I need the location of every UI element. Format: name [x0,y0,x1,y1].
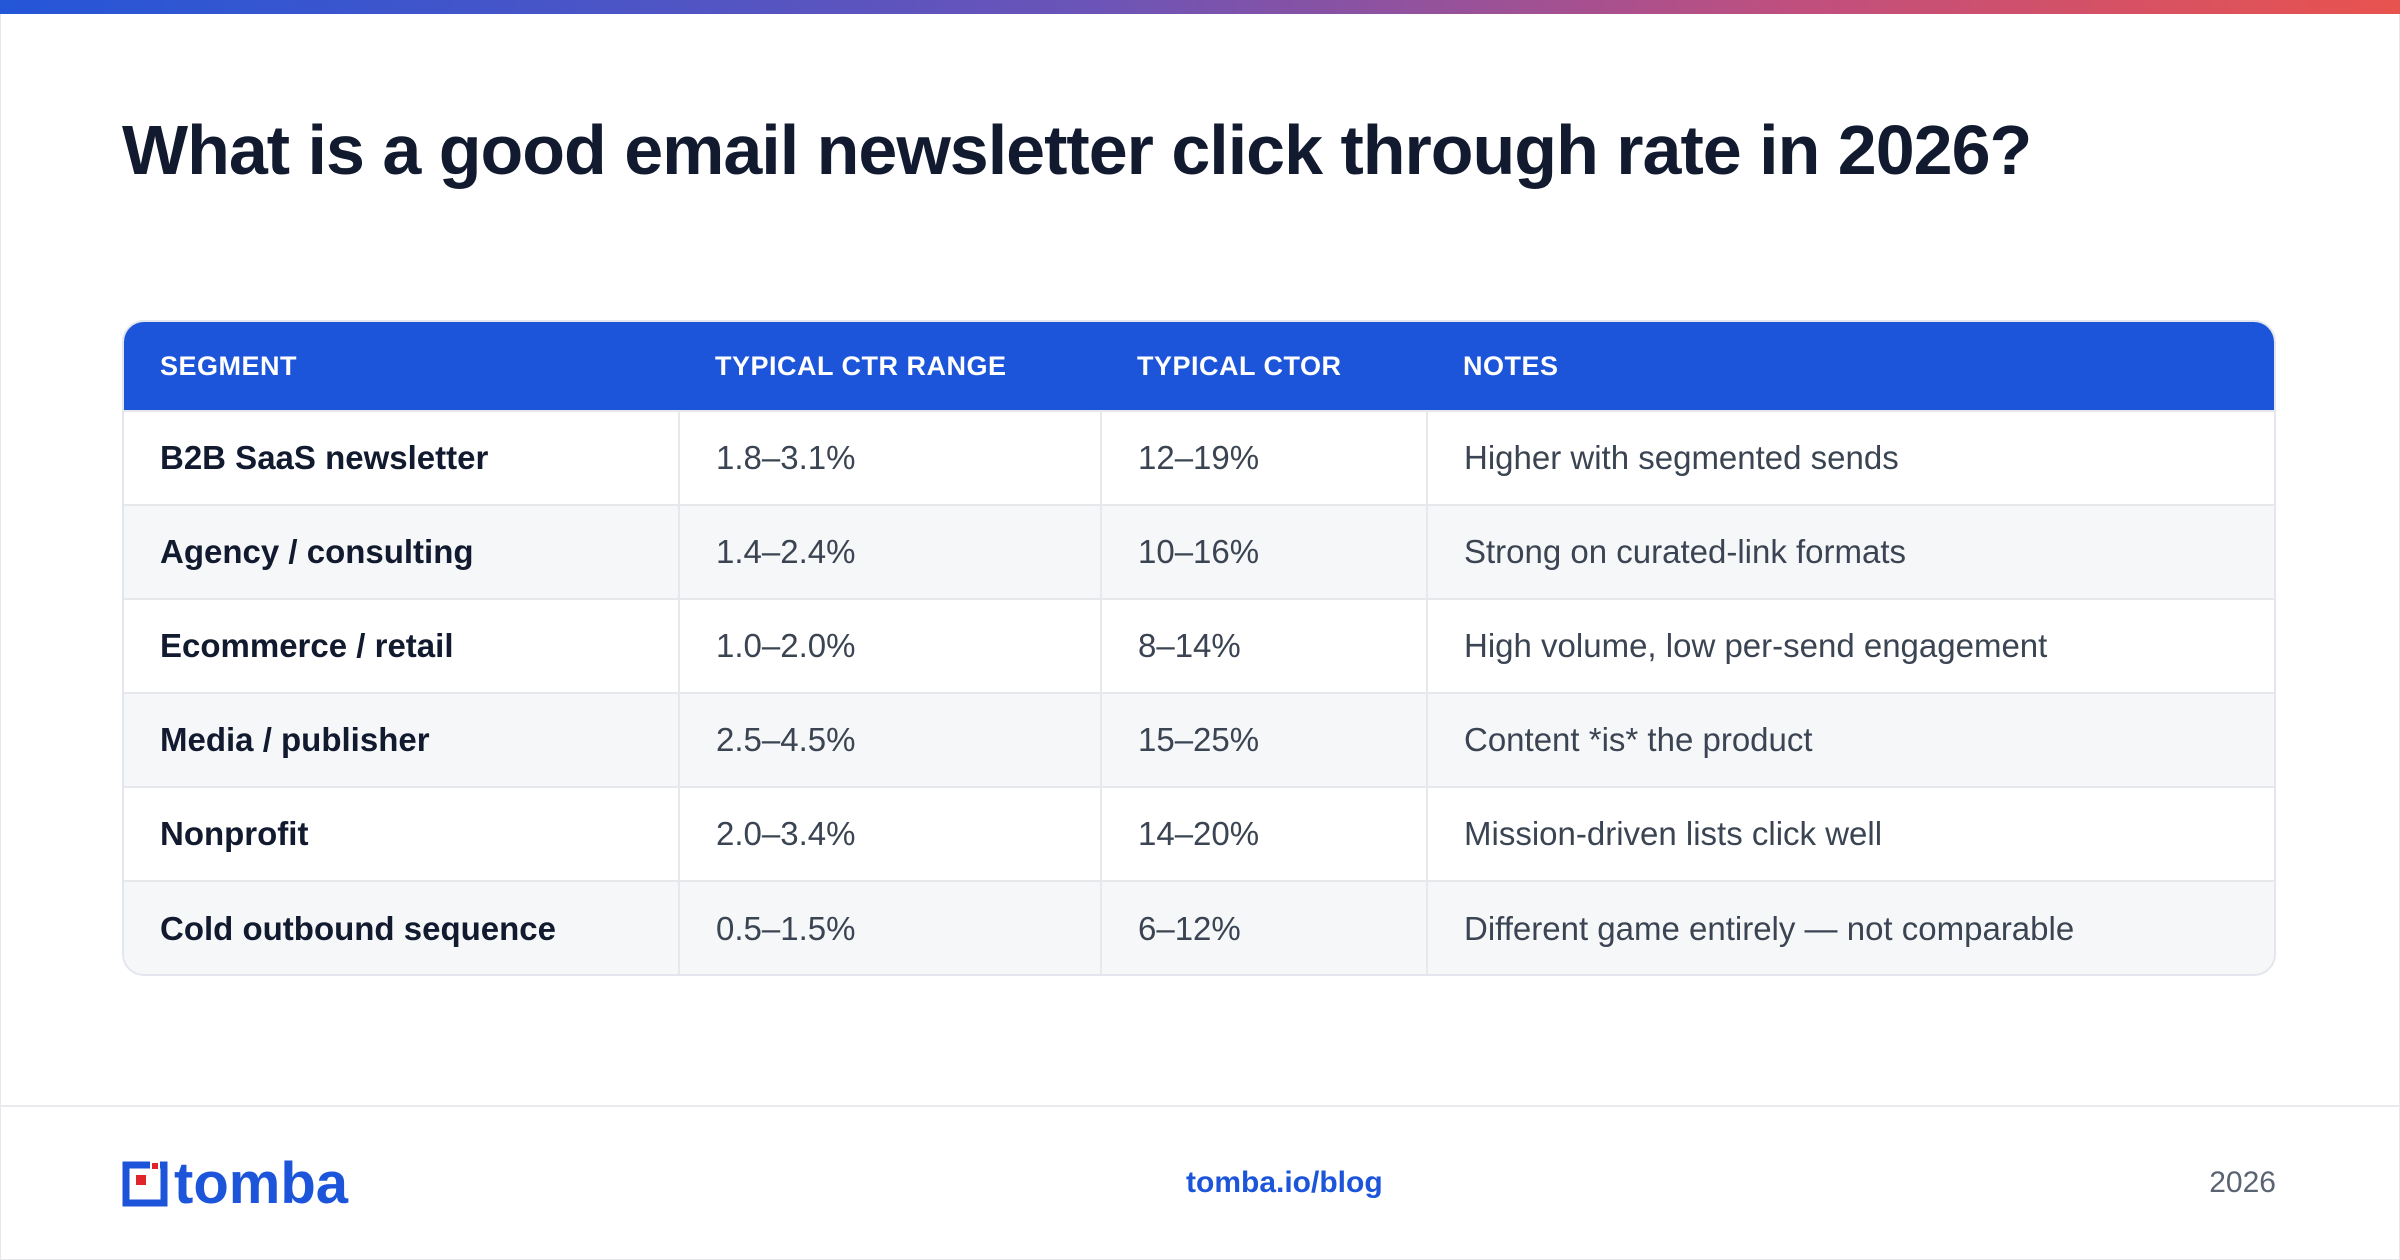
footer-divider [0,1105,2400,1107]
cell-notes: Content *is* the product [1426,692,2274,787]
table-row: Ecommerce / retail 1.0–2.0% 8–14% High v… [124,598,2274,693]
cell-ctr-range: 1.8–3.1% [678,410,1101,505]
cell-ctor: 6–12% [1100,880,1427,974]
table-row: Cold outbound sequence 0.5–1.5% 6–12% Di… [124,880,2274,974]
cell-segment: Cold outbound sequence [124,880,679,974]
cell-segment: Media / publisher [124,692,679,787]
table-row: Media / publisher 2.5–4.5% 15–25% Conten… [124,692,2274,787]
table-row: B2B SaaS newsletter 1.8–3.1% 12–19% High… [124,410,2274,505]
cell-notes: Strong on curated-link formats [1426,504,2274,599]
cell-notes: Mission-driven lists click well [1426,786,2274,881]
header-segment: SEGMENT [160,350,298,381]
cell-segment: B2B SaaS newsletter [124,410,679,505]
cell-ctor: 10–16% [1100,504,1427,599]
table-header-row: SEGMENT TYPICAL CTR RANGE TYPICAL CTOR N… [124,322,2274,411]
cell-ctr-range: 0.5–1.5% [678,880,1101,974]
cell-ctor: 8–14% [1100,598,1427,693]
cell-ctor: 12–19% [1100,410,1427,505]
cell-ctr-range: 1.4–2.4% [678,504,1101,599]
gradient-top-bar [0,0,2400,14]
cell-ctr-range: 2.0–3.4% [678,786,1101,881]
cell-ctor: 14–20% [1100,786,1427,881]
cell-segment: Nonprofit [124,786,679,881]
header-ctr-range: TYPICAL CTR RANGE [715,350,1007,381]
cell-ctr-range: 2.5–4.5% [678,692,1101,787]
cell-notes: High volume, low per-send engagement [1426,598,2274,693]
ctr-table-card: SEGMENT TYPICAL CTR RANGE TYPICAL CTOR N… [122,320,2276,976]
header-notes: NOTES [1463,350,1559,381]
table-row: Agency / consulting 1.4–2.4% 10–16% Stro… [124,504,2274,599]
cell-ctor: 15–25% [1100,692,1427,787]
logo-wordmark: tomba [174,1151,348,1216]
cell-ctr-range: 1.0–2.0% [678,598,1101,693]
cell-segment: Ecommerce / retail [124,598,679,693]
blog-link[interactable]: tomba.io/blog [1186,1166,1383,1199]
cell-notes: Higher with segmented sends [1426,410,2274,505]
table-row: Nonprofit 2.0–3.4% 14–20% Mission-driven… [124,786,2274,881]
cell-notes: Different game entirely — not comparable [1426,880,2274,974]
footer-year: 2026 [2209,1166,2276,1199]
cell-segment: Agency / consulting [124,504,679,599]
tomba-logo-icon [122,1161,168,1207]
page-title: What is a good email newsletter click th… [122,111,2032,189]
ctr-table: SEGMENT TYPICAL CTR RANGE TYPICAL CTOR N… [124,322,2274,974]
header-ctor: TYPICAL CTOR [1137,350,1342,381]
tomba-logo[interactable]: tomba [122,1151,348,1216]
